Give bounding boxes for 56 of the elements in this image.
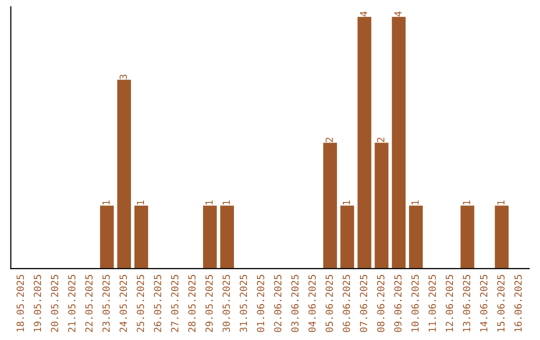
x-tick-label: 22.05.2025 bbox=[85, 274, 93, 332]
bar bbox=[494, 206, 509, 269]
x-tick-label: 20.05.2025 bbox=[50, 274, 58, 332]
x-tick-label: 05.06.2025 bbox=[326, 274, 333, 332]
bar bbox=[323, 142, 337, 269]
x-tick-label: 06.06.2025 bbox=[342, 274, 350, 332]
data-label: 1 bbox=[412, 200, 419, 204]
x-tick-label: 31.05.2025 bbox=[240, 274, 248, 332]
data-label: 1 bbox=[342, 200, 350, 204]
x-tick-label: 13.06.2025 bbox=[462, 274, 470, 332]
x-tick-label: 04.06.2025 bbox=[308, 274, 316, 332]
data-label: 4 bbox=[394, 11, 402, 16]
x-tick-label: 19.05.2025 bbox=[34, 274, 42, 332]
bar bbox=[460, 206, 474, 269]
data-label: 1 bbox=[102, 200, 110, 204]
x-tick-label: 15.06.2025 bbox=[497, 274, 505, 332]
data-label: 1 bbox=[497, 200, 504, 204]
x-tick-label: 29.05.2025 bbox=[205, 274, 213, 332]
x-tick-label: 08.06.2025 bbox=[377, 274, 384, 332]
data-label: 1 bbox=[463, 200, 470, 204]
bar bbox=[100, 206, 114, 269]
bar bbox=[117, 80, 131, 269]
x-tick-label: 28.05.2025 bbox=[188, 274, 196, 332]
bar bbox=[374, 142, 388, 269]
x-tick-label: 27.05.2025 bbox=[171, 274, 178, 332]
bar bbox=[220, 206, 234, 269]
bar bbox=[409, 206, 423, 269]
x-tick-label: 07.06.2025 bbox=[360, 274, 368, 332]
x-tick-label: 10.06.2025 bbox=[411, 274, 419, 332]
x-tick-label: 16.06.2025 bbox=[514, 274, 522, 332]
x-tick-label: 23.05.2025 bbox=[102, 274, 110, 332]
x-tick-label: 11.06.2025 bbox=[428, 274, 436, 332]
bar bbox=[392, 16, 406, 269]
x-tick-label: 24.05.2025 bbox=[120, 274, 127, 332]
x-tick-label: 14.06.2025 bbox=[480, 274, 488, 332]
bar bbox=[203, 206, 217, 269]
x-tick-label: 18.05.2025 bbox=[16, 274, 24, 332]
data-label: 2 bbox=[326, 138, 333, 142]
data-label: 1 bbox=[222, 200, 230, 204]
x-tick-label: 21.05.2025 bbox=[68, 274, 76, 332]
bar bbox=[358, 16, 372, 269]
x-tick-label: 01.06.2025 bbox=[256, 274, 264, 332]
data-label: 1 bbox=[206, 200, 213, 204]
data-label: 4 bbox=[360, 11, 368, 16]
bar bbox=[134, 206, 148, 269]
x-tick-label: 30.05.2025 bbox=[222, 274, 230, 332]
x-tick-label: 03.06.2025 bbox=[291, 274, 299, 332]
data-label: 2 bbox=[377, 138, 384, 142]
x-tick-label: 25.05.2025 bbox=[136, 274, 144, 332]
x-tick-label: 02.06.2025 bbox=[274, 274, 282, 332]
x-tick-label: 09.06.2025 bbox=[394, 274, 402, 332]
x-tick-label: 12.06.2025 bbox=[446, 274, 454, 332]
data-label: 1 bbox=[136, 200, 144, 204]
bar bbox=[340, 206, 354, 269]
x-tick-label: 26.05.2025 bbox=[154, 274, 162, 332]
data-label: 3 bbox=[120, 74, 127, 80]
